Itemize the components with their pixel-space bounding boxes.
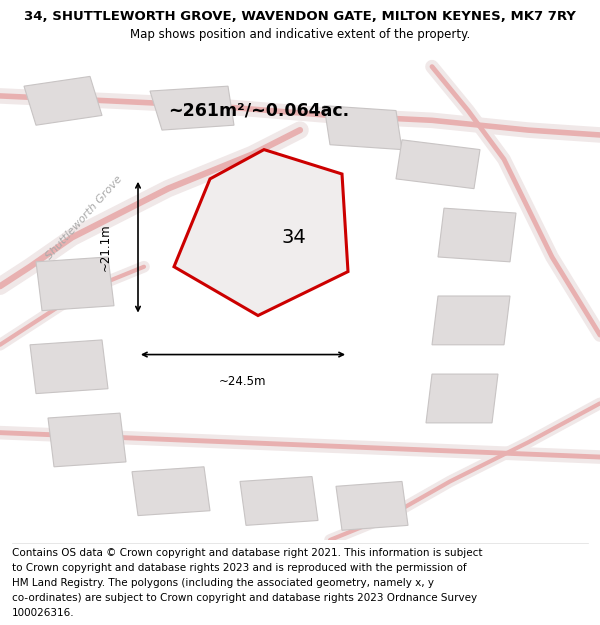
Text: 100026316.: 100026316. — [12, 608, 74, 618]
Polygon shape — [426, 374, 498, 423]
Polygon shape — [30, 340, 108, 394]
Text: ~24.5m: ~24.5m — [219, 375, 267, 388]
Text: co-ordinates) are subject to Crown copyright and database rights 2023 Ordnance S: co-ordinates) are subject to Crown copyr… — [12, 593, 477, 603]
Polygon shape — [150, 86, 234, 130]
Polygon shape — [36, 257, 114, 311]
Polygon shape — [432, 296, 510, 345]
Polygon shape — [210, 189, 282, 238]
Text: 34, SHUTTLEWORTH GROVE, WAVENDON GATE, MILTON KEYNES, MK7 7RY: 34, SHUTTLEWORTH GROVE, WAVENDON GATE, M… — [24, 11, 576, 23]
Text: HM Land Registry. The polygons (including the associated geometry, namely x, y: HM Land Registry. The polygons (includin… — [12, 578, 434, 588]
Polygon shape — [438, 208, 516, 262]
Text: 34: 34 — [281, 228, 307, 247]
Text: ~261m²/~0.064ac.: ~261m²/~0.064ac. — [168, 101, 349, 119]
Polygon shape — [24, 76, 102, 125]
Polygon shape — [132, 467, 210, 516]
Polygon shape — [48, 413, 126, 467]
Polygon shape — [324, 106, 402, 149]
Text: Contains OS data © Crown copyright and database right 2021. This information is : Contains OS data © Crown copyright and d… — [12, 549, 482, 559]
Polygon shape — [336, 481, 408, 530]
Polygon shape — [174, 149, 348, 316]
Text: Map shows position and indicative extent of the property.: Map shows position and indicative extent… — [130, 28, 470, 41]
Polygon shape — [396, 140, 480, 189]
Text: Shuttleworth Grove: Shuttleworth Grove — [44, 174, 124, 262]
Text: ~21.1m: ~21.1m — [98, 223, 112, 271]
Polygon shape — [240, 476, 318, 526]
Text: to Crown copyright and database rights 2023 and is reproduced with the permissio: to Crown copyright and database rights 2… — [12, 563, 467, 573]
